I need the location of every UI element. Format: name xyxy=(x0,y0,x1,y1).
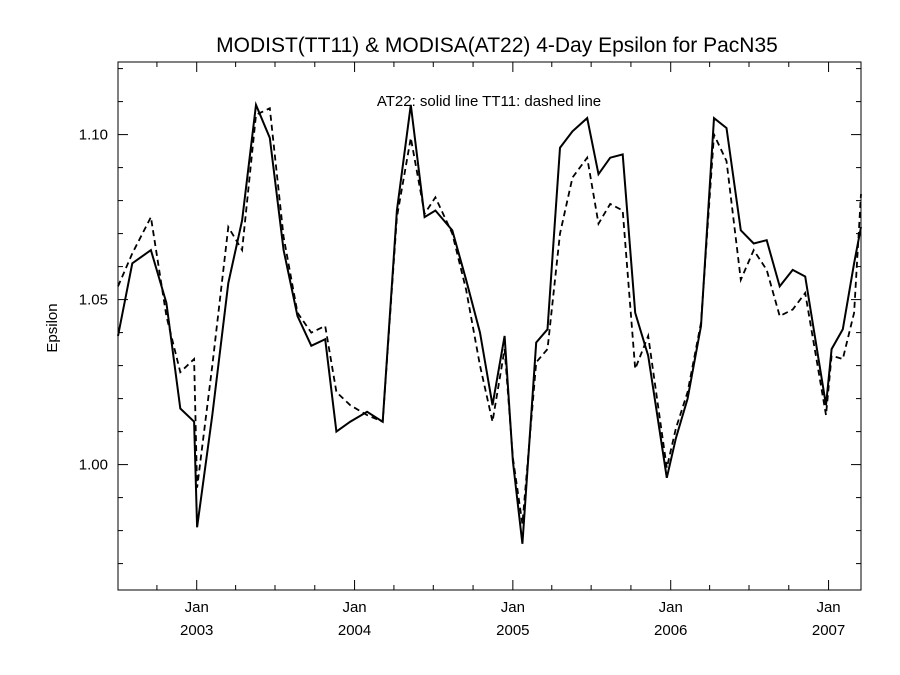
series-line-at22 xyxy=(117,101,862,544)
y-tick-label: 1.05 xyxy=(79,292,108,309)
x-tick-month-label: Jan xyxy=(342,599,366,616)
x-axis-ticks: Jan 2003 Jan 2004 Jan 2005 Jan 2006 Jan 2007 xyxy=(156,62,845,639)
line-style-legend: AT22: solid line TT11: dashed line xyxy=(377,93,601,110)
x-tick-month-label: Jan xyxy=(501,599,525,616)
x-tick-year-label: 2006 xyxy=(654,622,687,639)
y-tick-label: 1.10 xyxy=(79,127,108,144)
series-lines xyxy=(117,101,862,544)
x-tick-month-label: Jan xyxy=(185,599,209,616)
chart-title: MODIST(TT11) & MODISA(AT22) 4-Day Epsilo… xyxy=(216,34,778,57)
x-tick-year-label: 2007 xyxy=(812,622,845,639)
x-tick-month-label: Jan xyxy=(659,599,683,616)
x-tick-year-label: 2003 xyxy=(180,622,213,639)
x-tick-year-label: 2004 xyxy=(338,622,371,639)
plot-frame xyxy=(117,61,862,591)
x-tick-month-label: Jan xyxy=(816,599,840,616)
x-tick-year-label: 2005 xyxy=(496,622,529,639)
series-line-tt11 xyxy=(117,106,862,525)
y-tick-label: 1.00 xyxy=(79,457,108,474)
y-axis-ticks: 1.00 1.05 1.10 xyxy=(79,68,861,565)
y-axis-label: Epsilon xyxy=(44,303,61,352)
